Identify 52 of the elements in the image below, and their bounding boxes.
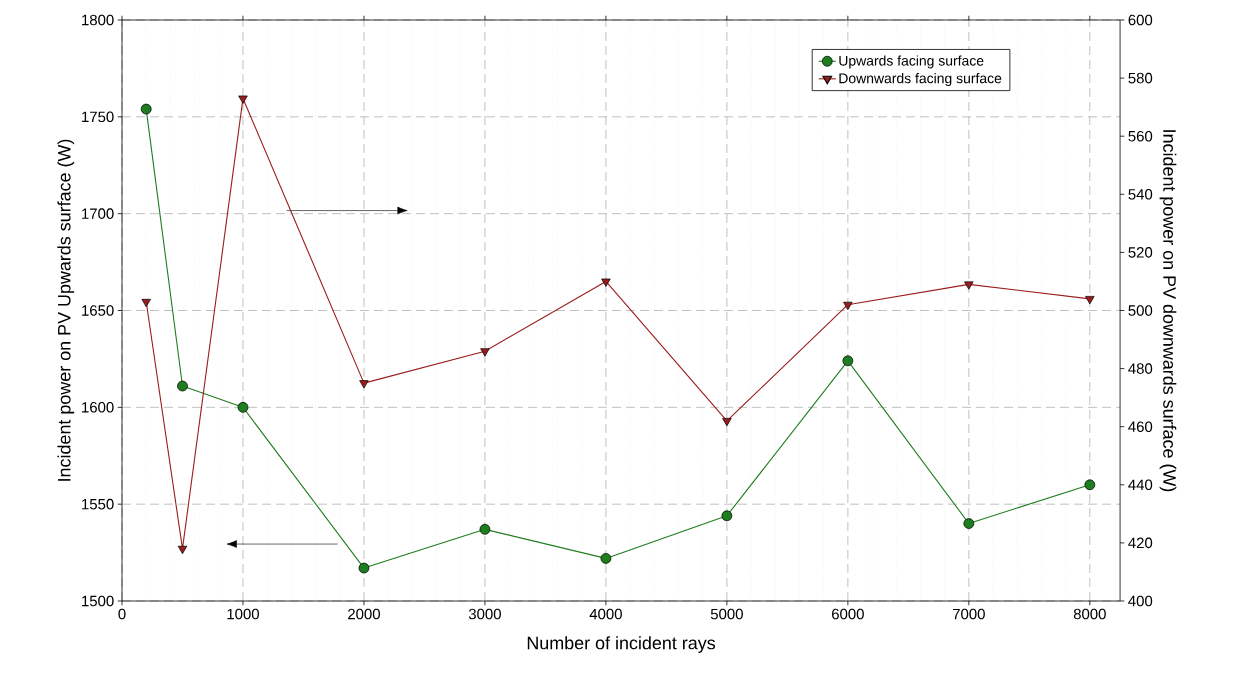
point (601, 278, 611, 287)
y2-axis-title: Incident power on PV downwards surface (W) (1159, 130, 1177, 492)
point (141, 298, 151, 308)
y-tick-label: 1600 (82, 402, 114, 413)
y2-tick-label: 540 (1128, 189, 1153, 200)
point (1084, 479, 1096, 491)
point (237, 401, 249, 413)
point (480, 348, 490, 357)
point (722, 418, 732, 427)
y2-tick-label: 500 (1128, 305, 1153, 316)
y-tick-label: 1550 (82, 498, 114, 510)
point (963, 518, 975, 529)
point (177, 380, 188, 392)
point (1085, 296, 1095, 305)
y-axis-title: Incident power on PV Upwards surface (W) (57, 139, 75, 481)
x-tick-label: 1000 (227, 608, 259, 620)
point (479, 523, 491, 535)
point (177, 545, 188, 555)
point (964, 281, 974, 290)
y-tick-label: 1800 (82, 14, 114, 26)
point (842, 355, 854, 367)
legend-label: Downwards facing surface (839, 73, 1002, 87)
point (843, 301, 853, 311)
x-tick-label: 0 (118, 608, 126, 620)
point (358, 562, 370, 574)
y2-tick-label: 400 (1128, 595, 1153, 607)
x-tick-label: 2000 (348, 608, 380, 620)
x-tick-label: 3000 (468, 608, 501, 620)
point (238, 95, 248, 104)
point (600, 553, 612, 564)
y2-tick-label: 600 (1128, 14, 1153, 26)
point (359, 380, 369, 389)
y2-tick-label: 460 (1128, 421, 1153, 432)
point (721, 510, 733, 522)
y2-tick-label: 480 (1128, 363, 1153, 374)
point (140, 103, 152, 115)
x-axis-title: Number of incident rays (527, 636, 716, 653)
x-tick-label: 4000 (589, 608, 622, 620)
y2-tick-label: 440 (1128, 479, 1153, 491)
x-tick-label: 7000 (952, 608, 985, 620)
y2-tick-label: 580 (1128, 72, 1153, 84)
x-tick-label: 8000 (1073, 608, 1106, 620)
x-tick-label: 6000 (832, 608, 864, 620)
y-tick-label: 1650 (82, 305, 114, 316)
y-tick-label: 1750 (82, 111, 114, 123)
y2-tick-label: 420 (1128, 537, 1153, 549)
x-tick-label: 5000 (710, 608, 743, 620)
legend-label: Upwards facing surface (839, 55, 984, 69)
y2-tick-label: 520 (1128, 247, 1153, 258)
y-tick-label: 1500 (82, 595, 114, 607)
y-tick-label: 1700 (82, 208, 114, 219)
y2-tick-label: 560 (1128, 130, 1153, 142)
